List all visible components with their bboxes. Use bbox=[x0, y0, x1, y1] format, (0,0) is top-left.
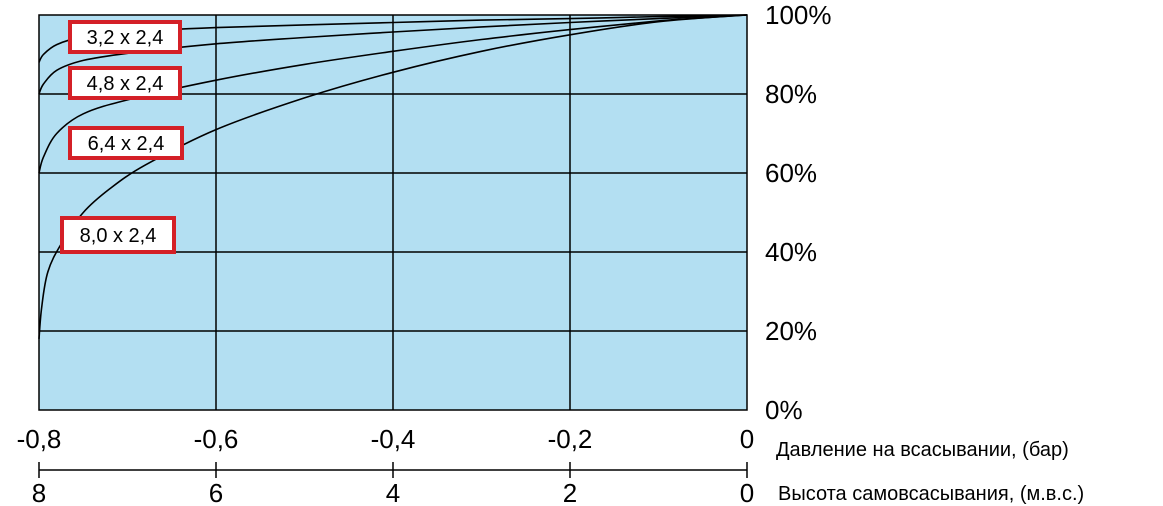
x-tick-label: 0 bbox=[740, 424, 754, 454]
x2-tick-label: 8 bbox=[32, 478, 46, 506]
y-tick-label: 20% bbox=[765, 316, 817, 346]
x2-tick-label: 2 bbox=[563, 478, 577, 506]
x-tick-label: -0,4 bbox=[371, 424, 416, 454]
y-tick-label: 60% bbox=[765, 158, 817, 188]
series-line-2 bbox=[38, 14, 748, 95]
x-tick-label: -0,2 bbox=[548, 424, 593, 454]
series-label-4: 8,0 x 2,4 bbox=[80, 225, 157, 247]
x2-axis-title: Высота самовсасывания, (м.в.с.) bbox=[778, 483, 1084, 505]
series-label-box-1 bbox=[68, 20, 182, 54]
x2-tick-label: 0 bbox=[740, 478, 754, 506]
y-tick-label: 100% bbox=[765, 0, 832, 30]
series-label-3: 6,4 x 2,4 bbox=[88, 133, 165, 155]
x2-tick-label: 4 bbox=[386, 478, 400, 506]
x-tick-label: -0,6 bbox=[194, 424, 239, 454]
series-label-box-2 bbox=[68, 66, 182, 100]
x2-axis: 8 6 4 2 0 bbox=[32, 462, 754, 506]
y-axis-ticks: 0% 20% 40% 60% 80% 100% bbox=[765, 0, 832, 425]
x2-tick-label: 6 bbox=[209, 478, 223, 506]
x-axis-ticks: -0,8 -0,6 -0,4 -0,2 0 bbox=[17, 424, 755, 454]
series-label-2: 4,8 x 2,4 bbox=[87, 73, 164, 95]
y-tick-label: 0% bbox=[765, 395, 803, 425]
series-line-1 bbox=[38, 14, 748, 63]
series-label-box-4 bbox=[60, 216, 176, 254]
series-label-1: 3,2 x 2,4 bbox=[87, 27, 164, 49]
y-tick-label: 80% bbox=[765, 79, 817, 109]
y-tick-label: 40% bbox=[765, 237, 817, 267]
series-label-box-3 bbox=[68, 126, 184, 160]
series-labels: 3,2 x 2,4 4,8 x 2,4 6,4 x 2,4 8,0 x 2,4 bbox=[60, 20, 184, 254]
series-line-4 bbox=[38, 14, 748, 339]
curves bbox=[38, 14, 748, 339]
x-axis-title: Давление на всасывании, (бар) bbox=[776, 439, 1069, 461]
series-line-3 bbox=[38, 14, 748, 174]
x-tick-label: -0,8 bbox=[17, 424, 62, 454]
